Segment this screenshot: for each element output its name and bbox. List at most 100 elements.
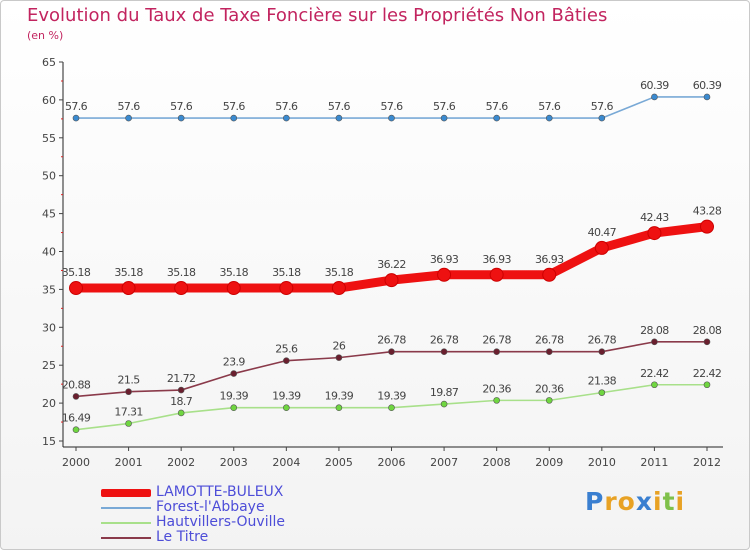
y-tick-label: 25 <box>42 359 56 372</box>
data-label-hautvillers-ouville: 19.87 <box>430 386 459 399</box>
data-label-le-titre: 21.72 <box>167 372 196 385</box>
data-label-le-titre: 26.78 <box>377 334 406 347</box>
data-label-forest-l-abbaye: 57.6 <box>118 100 141 113</box>
data-label-forest-l-abbaye: 57.6 <box>275 100 298 113</box>
data-label-forest-l-abbaye: 57.6 <box>65 100 88 113</box>
data-point-hautvillers-ouville <box>125 420 132 427</box>
data-label-forest-l-abbaye: 57.6 <box>223 100 246 113</box>
x-tick-label: 2000 <box>62 456 90 469</box>
legend-label: Forest-l'Abbaye <box>156 499 265 515</box>
data-label-le-titre: 25.6 <box>275 343 298 356</box>
data-label-hautvillers-ouville: 18.7 <box>170 395 193 408</box>
data-label-hautvillers-ouville: 19.39 <box>377 390 406 403</box>
y-tick-label: 50 <box>42 170 56 183</box>
data-point-hautvillers-ouville <box>651 381 658 389</box>
data-point-forest-l-abbaye <box>335 114 343 122</box>
data-point-hautvillers-ouville <box>177 409 185 417</box>
legend-label: LAMOTTE-BULEUX <box>156 484 284 500</box>
data-point-hautvillers-ouville <box>440 400 448 408</box>
data-label-hautvillers-ouville: 19.39 <box>220 390 249 403</box>
data-point-le-titre <box>598 348 606 356</box>
data-label-lamotte-buleux: 35.18 <box>272 266 301 279</box>
legend-label: Le Titre <box>156 529 209 545</box>
legend-label: Hautvillers-Ouville <box>156 514 285 530</box>
data-label-hautvillers-ouville: 20.36 <box>482 382 511 395</box>
y-tick-label: 60 <box>42 94 56 107</box>
data-point-le-titre <box>177 386 185 394</box>
data-point-le-titre <box>283 357 290 364</box>
data-point-le-titre <box>125 388 132 396</box>
y-tick-label: 40 <box>42 246 56 259</box>
y-tick-label: 15 <box>42 435 56 448</box>
data-label-hautvillers-ouville: 21.38 <box>588 375 617 388</box>
data-label-le-titre: 26.78 <box>588 334 617 347</box>
data-point-lamotte-buleux <box>437 267 452 282</box>
data-label-forest-l-abbaye: 57.6 <box>380 100 403 113</box>
legend-swatch <box>101 507 151 509</box>
x-tick-label: 2004 <box>272 456 300 469</box>
x-tick-label: 2001 <box>115 456 143 469</box>
data-point-lamotte-buleux <box>69 281 83 296</box>
data-point-forest-l-abbaye <box>651 93 658 101</box>
data-point-forest-l-abbaye <box>230 114 238 122</box>
data-point-hautvillers-ouville <box>388 404 395 412</box>
x-tick-label: 2012 <box>693 456 721 469</box>
x-tick-label: 2005 <box>325 456 353 469</box>
legend-item-lamotte-buleux[interactable]: LAMOTTE-BULEUX <box>101 484 361 501</box>
data-label-forest-l-abbaye: 57.6 <box>486 100 509 113</box>
unit-label: (en %) <box>27 29 64 42</box>
data-point-hautvillers-ouville <box>230 404 238 412</box>
data-label-le-titre: 26 <box>333 340 346 353</box>
data-point-le-titre <box>651 338 658 346</box>
legend-swatch <box>101 489 151 497</box>
x-tick-label: 2007 <box>430 456 458 469</box>
x-tick-label: 2011 <box>640 456 668 469</box>
data-label-lamotte-buleux: 35.18 <box>167 266 196 279</box>
data-point-lamotte-buleux <box>542 267 557 282</box>
data-point-hautvillers-ouville <box>283 404 290 412</box>
data-label-hautvillers-ouville: 22.42 <box>693 367 722 380</box>
data-label-forest-l-abbaye: 60.39 <box>693 79 722 92</box>
data-point-lamotte-buleux <box>384 273 399 288</box>
data-point-lamotte-buleux <box>647 226 662 241</box>
data-point-le-titre <box>545 348 553 356</box>
data-label-le-titre: 26.78 <box>535 334 564 347</box>
logo-letter: x <box>635 487 653 516</box>
data-label-forest-l-abbaye: 57.6 <box>538 100 561 113</box>
data-point-forest-l-abbaye <box>72 114 80 122</box>
x-tick-label: 2008 <box>483 456 511 469</box>
data-label-lamotte-buleux: 35.18 <box>325 266 354 279</box>
data-label-hautvillers-ouville: 20.36 <box>535 382 564 395</box>
logo-letter: r <box>604 487 618 516</box>
data-label-lamotte-buleux: 43.28 <box>693 205 722 218</box>
legend-item-hautvillers-ouville[interactable]: Hautvillers-Ouville <box>101 514 361 531</box>
x-tick-label: 2009 <box>535 456 563 469</box>
data-point-hautvillers-ouville <box>703 381 711 389</box>
y-tick-label: 65 <box>42 56 56 69</box>
data-point-le-titre <box>388 348 395 356</box>
data-label-lamotte-buleux: 42.43 <box>640 211 669 224</box>
data-label-lamotte-buleux: 40.47 <box>588 226 617 239</box>
data-label-hautvillers-ouville: 16.49 <box>62 412 91 425</box>
data-point-le-titre <box>72 393 80 400</box>
data-point-le-titre <box>335 354 343 361</box>
data-point-le-titre <box>230 370 238 377</box>
data-point-lamotte-buleux <box>226 281 241 296</box>
x-tick-label: 2003 <box>220 456 248 469</box>
data-point-hautvillers-ouville <box>598 389 606 396</box>
legend-item-forest-l-abbaye[interactable]: Forest-l'Abbaye <box>101 499 361 516</box>
legend-item-le-titre[interactable]: Le Titre <box>101 529 361 546</box>
data-label-lamotte-buleux: 35.18 <box>62 266 91 279</box>
data-label-le-titre: 28.08 <box>693 324 722 337</box>
data-point-lamotte-buleux <box>331 281 346 296</box>
data-point-hautvillers-ouville <box>335 404 343 412</box>
data-point-lamotte-buleux <box>489 267 504 282</box>
data-label-le-titre: 21.5 <box>118 374 141 387</box>
data-point-forest-l-abbaye <box>493 114 500 122</box>
data-point-hautvillers-ouville <box>72 426 80 434</box>
data-label-forest-l-abbaye: 57.6 <box>170 100 193 113</box>
data-label-lamotte-buleux: 35.18 <box>114 266 143 279</box>
data-label-le-titre: 20.88 <box>62 378 91 391</box>
